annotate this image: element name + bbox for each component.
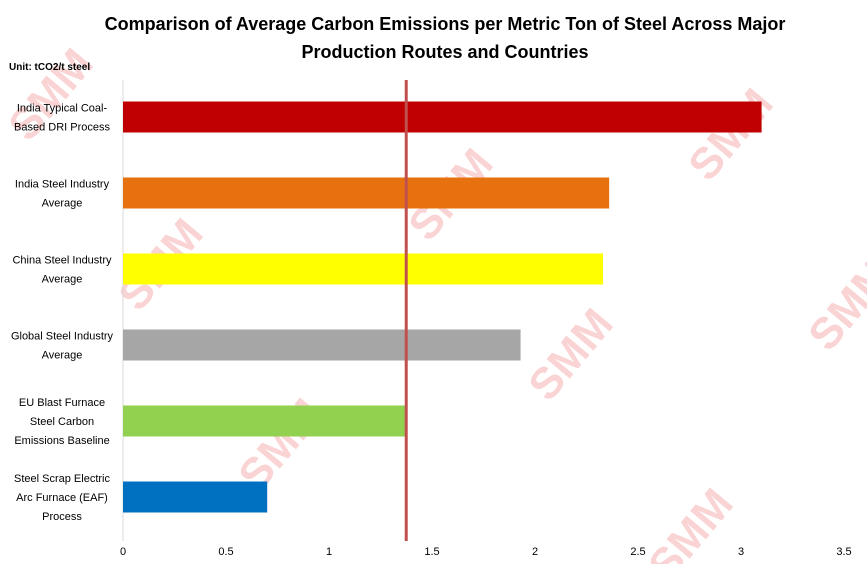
bar-5 — [123, 481, 268, 513]
category-label: Average — [42, 350, 83, 362]
x-tick-label: 1.5 — [424, 546, 439, 558]
x-tick-label: 0 — [120, 546, 126, 558]
x-tick-label: 3.5 — [836, 546, 851, 558]
x-tick-label: 3 — [738, 546, 744, 558]
bar-2 — [123, 253, 603, 285]
bar-0 — [123, 101, 762, 133]
category-label: Average — [42, 274, 83, 286]
category-label: Arc Furnace (EAF) — [16, 492, 108, 504]
bar-1 — [123, 177, 610, 209]
unit-label: Unit: tCO2/t steel — [9, 62, 91, 73]
category-label: Steel Carbon — [30, 416, 94, 428]
category-label: India Typical Coal- — [17, 103, 108, 115]
x-tick-label: 0.5 — [218, 546, 233, 558]
category-label: EU Blast Furnace — [19, 397, 105, 409]
x-tick-label: 2 — [532, 546, 538, 558]
chart-title: Comparison of Average Carbon Emissions p… — [104, 14, 786, 62]
category-label: China Steel Industry — [12, 255, 112, 267]
bar-3 — [123, 329, 521, 361]
category-label: Steel Scrap Electric — [14, 473, 110, 485]
category-label: Emissions Baseline — [14, 435, 109, 447]
category-label: Average — [42, 198, 83, 210]
x-tick-label: 1 — [326, 546, 332, 558]
category-label: India Steel Industry — [15, 179, 110, 191]
category-label: Based DRI Process — [14, 122, 110, 134]
category-label: Process — [42, 511, 82, 523]
category-label: Global Steel Industry — [11, 331, 114, 343]
x-tick-label: 2.5 — [630, 546, 645, 558]
bar-4 — [123, 405, 406, 437]
